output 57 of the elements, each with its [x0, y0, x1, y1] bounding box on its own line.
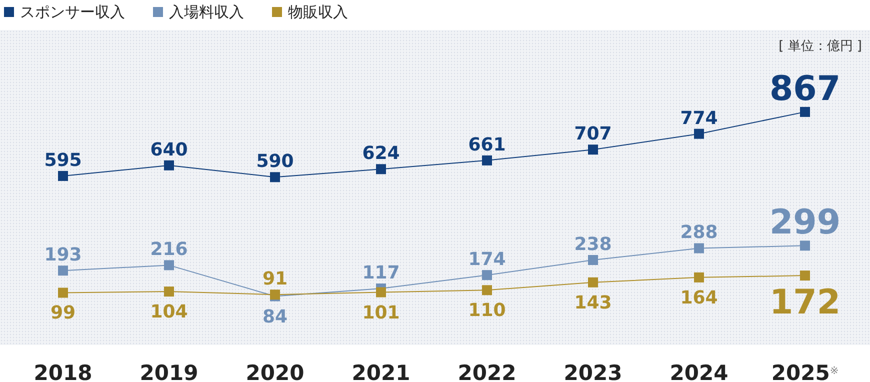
data-label: 104 [150, 302, 188, 323]
legend-label: 物販収入 [288, 3, 348, 21]
point [588, 144, 598, 155]
point [800, 270, 810, 281]
data-label: 867 [770, 68, 840, 109]
point [164, 160, 174, 170]
point [800, 240, 810, 251]
point [694, 272, 704, 282]
point [482, 270, 492, 280]
data-label: 101 [362, 302, 400, 324]
point [482, 155, 492, 166]
x-tick-label: 2018 [34, 361, 92, 382]
point [694, 128, 704, 139]
point [694, 243, 704, 254]
data-label: 774 [680, 108, 718, 129]
data-label: 624 [362, 143, 400, 164]
point [376, 164, 386, 174]
x-tick-label: 2023 [564, 361, 622, 382]
point [800, 106, 810, 117]
data-label: 595 [44, 150, 82, 171]
data-label: 193 [44, 244, 82, 266]
data-label: 216 [150, 239, 188, 260]
x-tick-label: 2020 [246, 361, 304, 382]
point [588, 255, 598, 266]
x-tick-label: 2022 [458, 361, 516, 382]
data-label: 299 [770, 202, 840, 243]
point [58, 288, 68, 298]
x-tick-label: 2024 [670, 361, 728, 382]
data-label: 288 [680, 222, 718, 244]
x-tick-label: 2019 [140, 361, 198, 382]
legend-label: 入場料収入 [169, 3, 244, 21]
data-label: 84 [262, 306, 288, 328]
data-label: 110 [468, 300, 506, 322]
data-label: 99 [50, 302, 76, 324]
data-label: 164 [680, 287, 718, 308]
point [58, 266, 68, 276]
point [58, 170, 68, 181]
data-label: 174 [468, 249, 506, 270]
data-label: 143 [574, 292, 612, 314]
data-label: 661 [468, 134, 506, 156]
point [588, 277, 598, 288]
data-label: 117 [362, 262, 400, 284]
x-tick-label: 2025$^{※}$ [771, 361, 839, 382]
data-label: 238 [574, 234, 612, 256]
point [164, 260, 174, 270]
point [270, 172, 280, 182]
point [482, 285, 492, 296]
data-label: 172 [770, 282, 840, 323]
data-label: 707 [574, 124, 612, 145]
data-label: 640 [150, 139, 188, 160]
annotation: [ 単位：億円 ] [778, 39, 862, 54]
point [164, 286, 174, 297]
x-tick-label: 2021 [352, 361, 410, 382]
data-label: 91 [262, 268, 288, 290]
legend-label: スポンサー収入 [20, 3, 125, 21]
data-label: 590 [256, 151, 294, 172]
point [376, 287, 386, 298]
